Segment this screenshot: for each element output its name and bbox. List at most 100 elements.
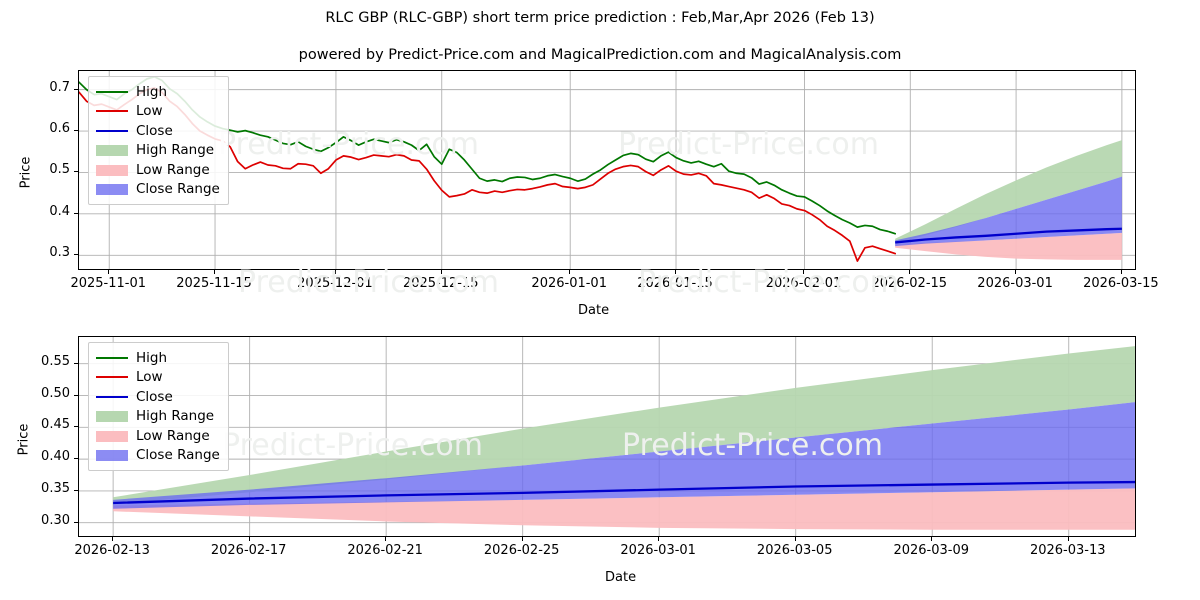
overview-y-tick-mark [74, 130, 78, 132]
detail-legend-label: Close [136, 388, 173, 405]
detail-x-tick-mark [658, 537, 660, 541]
detail-x-tick-mark [385, 537, 387, 541]
detail-legend-item: Close [95, 387, 220, 407]
detail-y-tick-mark [74, 458, 78, 460]
detail-x-tick-mark [248, 537, 250, 541]
detail-x-tick-mark [521, 537, 523, 541]
detail-x-tick-label: 2026-02-17 [210, 543, 287, 558]
detail-y-tick-label: 0.45 [41, 417, 70, 433]
legend-patch-swatch-icon [95, 182, 129, 196]
detail-x-tick-mark [931, 537, 933, 541]
legend-line-swatch-icon [95, 85, 129, 99]
overview-y-tick-label: 0.3 [49, 245, 70, 261]
detail-y-tick-mark [74, 394, 78, 396]
page-title: RLC GBP (RLC-GBP) short term price predi… [325, 10, 875, 26]
detail-x-tick-mark [1067, 537, 1069, 541]
detail-legend-label: Close Range [136, 447, 220, 464]
detail-y-tick-mark [74, 521, 78, 523]
overview-x-tick-label: 2025-12-01 [297, 276, 373, 291]
overview-x-tick-mark [214, 270, 216, 274]
overview-y-tick-mark [74, 88, 78, 90]
overview-plot-area [78, 70, 1136, 270]
overview-x-tick-mark [675, 270, 676, 274]
overview-x-tick-mark [803, 270, 805, 274]
detail-x-tick-label: 2026-03-09 [893, 543, 969, 558]
legend-line-swatch-icon [95, 390, 129, 404]
overview-legend-label: High Range [136, 142, 215, 159]
detail-y-tick-mark [74, 362, 78, 364]
detail-plot-area [78, 336, 1136, 537]
detail-x-tick-mark [794, 537, 796, 541]
overview-legend-item: Low [95, 102, 220, 122]
overview-y-tick-label: 0.5 [49, 162, 70, 178]
detail-y-tick-mark [74, 426, 78, 428]
overview-x-tick-label: 2026-02-15 [871, 276, 948, 291]
detail-x-axis-label: Date [605, 570, 637, 585]
detail-legend-item: High Range [95, 407, 220, 427]
overview-legend-item: High Range [95, 141, 220, 161]
detail-x-tick-label: 2026-02-13 [74, 543, 150, 558]
detail-y-tick-mark [74, 489, 78, 491]
overview-x-tick-mark [1015, 270, 1017, 274]
legend-patch-swatch-icon [95, 448, 129, 462]
legend-line-swatch-icon [95, 104, 129, 118]
legend-patch-swatch-icon [95, 143, 129, 157]
overview-y-tick-mark [74, 212, 78, 214]
detail-legend: High Low Close High Range Low Range Close Ran… [88, 342, 229, 471]
overview-y-tick-label: 0.4 [49, 203, 70, 219]
overview-x-tick-mark [569, 270, 571, 274]
overview-x-tick-mark [909, 270, 911, 274]
overview-x-tick-label: 2026-03-01 [977, 276, 1053, 291]
detail-legend-item: Low Range [95, 426, 220, 446]
detail-y-tick-label: 0.55 [41, 353, 70, 369]
detail-x-tick-mark [112, 537, 114, 541]
overview-x-tick-label: 2025-11-15 [176, 276, 252, 291]
detail-x-tick-label: 2026-03-13 [1029, 543, 1106, 558]
legend-line-swatch-icon [95, 370, 129, 384]
detail-y-tick-label: 0.30 [41, 512, 70, 528]
overview-legend-label: Low Range [136, 161, 210, 178]
overview-legend: High Low Close High Range Low Range Close Ran… [88, 76, 229, 205]
detail-legend-item: Low [95, 368, 220, 388]
legend-line-swatch-icon [95, 351, 129, 365]
detail-legend-label: Low Range [136, 427, 210, 444]
detail-y-tick-label: 0.35 [41, 480, 70, 496]
overview-x-tick-label: 2026-01-15 [637, 276, 713, 291]
page-subtitle: powered by Predict-Price.com and Magical… [298, 47, 902, 63]
overview-legend-item: High [95, 82, 220, 102]
detail-legend-label: High [136, 349, 168, 366]
overview-y-tick-label: 0.6 [49, 121, 70, 137]
overview-legend-label: Low [136, 103, 163, 120]
detail-x-tick-label: 2026-03-05 [756, 543, 833, 558]
detail-x-tick-label: 2026-02-21 [347, 543, 423, 558]
overview-legend-label: Close [136, 122, 173, 139]
detail-x-tick-label: 2026-03-01 [620, 543, 696, 558]
overview-legend-item: Close Range [95, 180, 220, 200]
detail-legend-label: High Range [136, 408, 215, 425]
legend-patch-swatch-icon [95, 163, 129, 177]
overview-legend-label: High [136, 83, 168, 100]
detail-legend-item: Close Range [95, 446, 220, 466]
overview-y-tick-label: 0.7 [49, 79, 70, 95]
detail-x-tick-label: 2026-02-25 [483, 543, 560, 558]
overview-y-tick-mark [74, 171, 78, 173]
legend-patch-swatch-icon [95, 409, 129, 423]
overview-x-tick-mark [108, 270, 110, 274]
overview-x-tick-label: 2025-11-01 [70, 276, 146, 291]
overview-x-tick-label: 2026-03-15 [1083, 276, 1159, 291]
overview-x-tick-mark [334, 270, 336, 274]
detail-legend-item: High [95, 348, 220, 368]
overview-x-tick-label: 2026-02-01 [765, 276, 842, 291]
overview-legend-label: Close Range [136, 181, 220, 198]
overview-x-tick-label: 2026-01-01 [531, 276, 607, 291]
detail-y-tick-label: 0.40 [41, 449, 70, 465]
detail-legend-label: Low [136, 369, 163, 386]
overview-y-tick-mark [74, 254, 78, 256]
overview-x-axis-label: Date [578, 303, 610, 318]
overview-x-tick-mark [440, 270, 442, 274]
overview-legend-item: Low Range [95, 160, 220, 180]
detail-y-tick-label: 0.50 [41, 385, 70, 401]
legend-patch-swatch-icon [95, 429, 129, 443]
legend-line-swatch-icon [95, 124, 129, 138]
